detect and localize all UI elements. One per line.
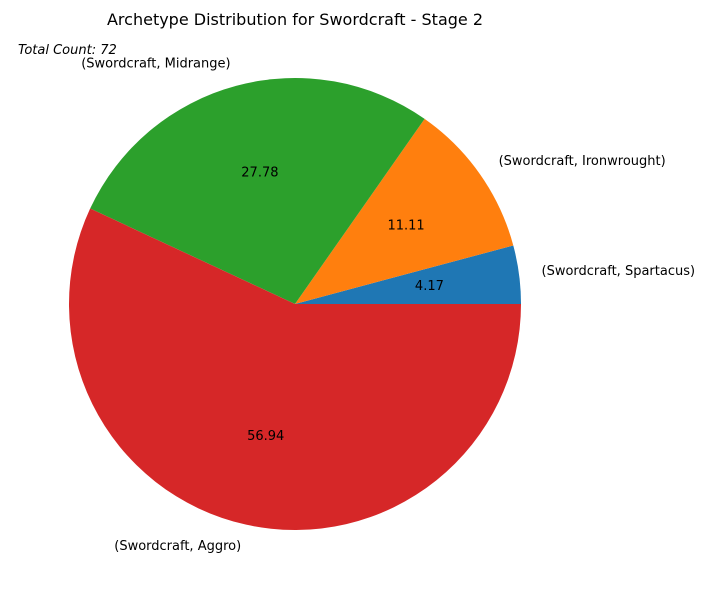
pie-labels: (Swordcraft, Spartacus) 4.17 (Swordcraft, … (81, 56, 695, 554)
slice-pct-label-3: 56.94 (247, 429, 284, 444)
slice-pct-label-2: 27.78 (241, 166, 278, 181)
chart-title: Archetype Distribution for Swordcraft - … (107, 10, 483, 29)
pie-slice-2 (90, 78, 425, 304)
slice-label-3: (Swordcraft, Aggro) (114, 539, 241, 554)
total-count-annotation: Total Count: 72 (18, 43, 117, 58)
pie-slice-0 (295, 245, 521, 304)
pie-slices (69, 78, 522, 531)
slice-label-1: (Swordcraft, Ironwrought) (499, 154, 666, 169)
pie-slice-1 (295, 118, 514, 304)
slice-label-2: (Swordcraft, Midrange) (81, 56, 230, 71)
slice-pct-label-1: 11.11 (387, 219, 424, 234)
pie-slice-3 (69, 208, 522, 531)
slice-label-0: (Swordcraft, Spartacus) (542, 264, 696, 279)
slice-pct-label-0: 4.17 (415, 279, 444, 294)
